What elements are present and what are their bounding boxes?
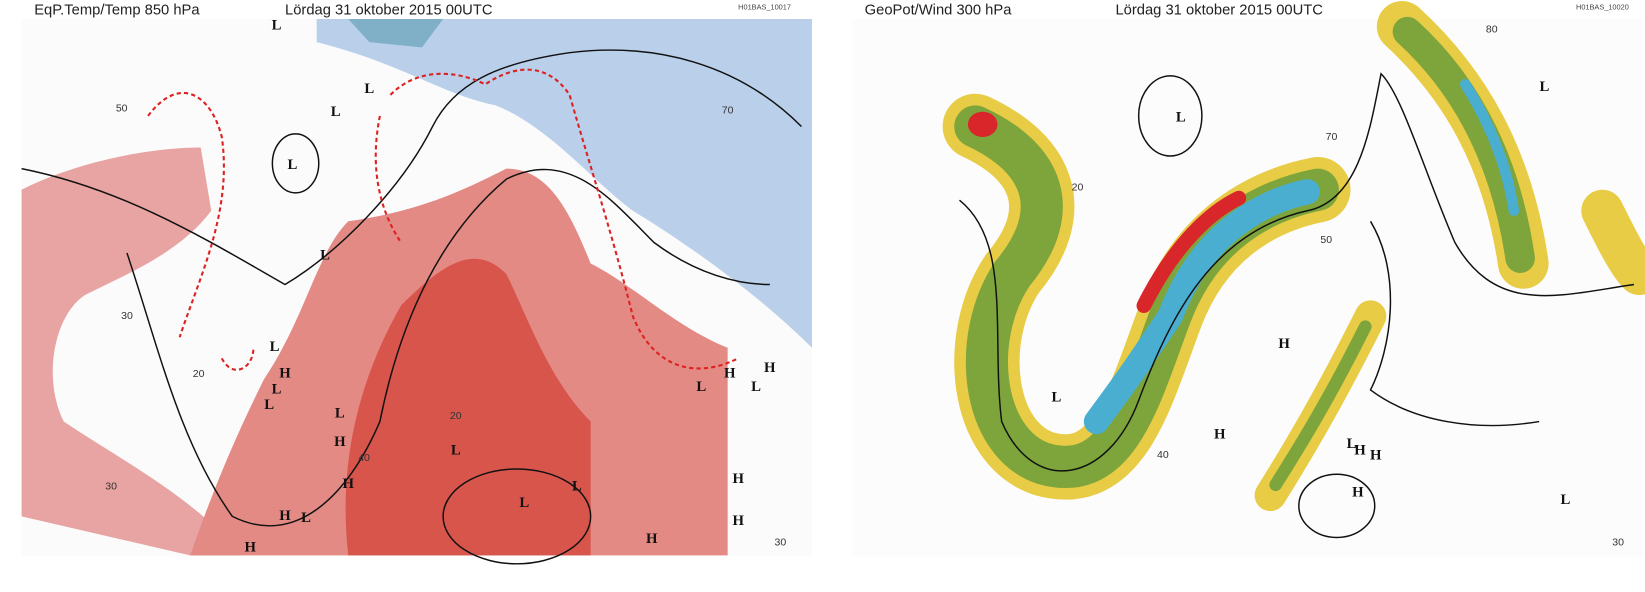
pressure-center: L bbox=[364, 81, 374, 97]
pressure-center: L bbox=[1347, 436, 1357, 452]
wind-band bbox=[1392, 16, 1535, 273]
map-code: H01BAS_10017 bbox=[738, 2, 791, 11]
pressure-center: H bbox=[724, 366, 736, 382]
contour-value: 70 bbox=[1326, 131, 1338, 143]
pressure-center: L bbox=[451, 442, 461, 458]
pressure-center: L bbox=[287, 157, 297, 173]
pressure-center: L bbox=[572, 478, 582, 494]
pressure-center: L bbox=[270, 339, 280, 355]
pressure-center: H bbox=[646, 531, 658, 547]
wind-band bbox=[1083, 179, 1320, 435]
map-title: GeoPot/Wind 300 hPa bbox=[865, 2, 1013, 18]
pressure-center: H bbox=[279, 366, 291, 382]
contour-line bbox=[126, 168, 770, 527]
pressure-center: L bbox=[1176, 109, 1186, 125]
contour-value: 20 bbox=[450, 410, 462, 422]
pressure-center: L bbox=[272, 381, 282, 397]
contour-value: 30 bbox=[1612, 537, 1624, 549]
contour-value: 80 bbox=[1486, 23, 1498, 35]
pressure-center: H bbox=[732, 471, 744, 487]
contour-line bbox=[21, 49, 802, 286]
pressure-center: L bbox=[272, 18, 282, 34]
wind-core bbox=[1136, 190, 1247, 313]
pressure-center: L bbox=[1539, 79, 1549, 95]
dashed-line bbox=[220, 347, 255, 371]
pressure-center: H bbox=[1278, 336, 1290, 352]
contour-value: 30 bbox=[121, 310, 133, 322]
pressure-center: L bbox=[696, 379, 706, 395]
pressure-center: L bbox=[331, 104, 341, 120]
contour-value: 20 bbox=[1072, 181, 1084, 193]
contour-line bbox=[959, 72, 1635, 472]
contour-value: 40 bbox=[358, 452, 370, 464]
pressure-center: L bbox=[519, 495, 529, 511]
dashed-line bbox=[374, 115, 402, 243]
wind-core bbox=[967, 111, 998, 138]
jet-stream bbox=[942, 1, 1645, 512]
map-date: Lördag 31 oktober 2015 00UTC bbox=[1115, 2, 1323, 18]
pressure-center: L bbox=[264, 397, 274, 413]
pressure-center: L bbox=[1052, 390, 1062, 406]
map-850 bbox=[21, 18, 812, 565]
cold-area bbox=[316, 18, 812, 348]
cold-core bbox=[348, 18, 444, 48]
wind-band bbox=[1581, 189, 1645, 296]
pressure-center: H bbox=[764, 360, 776, 376]
contour-value: 30 bbox=[774, 537, 786, 549]
dashed-line bbox=[389, 68, 739, 370]
pressure-center: H bbox=[245, 539, 257, 555]
warm-area bbox=[21, 147, 243, 556]
wind-band bbox=[1269, 320, 1372, 492]
pressure-center: H bbox=[1370, 448, 1382, 464]
map-title: EqP.Temp/Temp 850 hPa bbox=[34, 2, 200, 18]
pressure-center: H bbox=[1352, 485, 1364, 501]
fronts bbox=[147, 68, 739, 371]
pressure-center: L bbox=[335, 406, 345, 422]
contour-line bbox=[1137, 75, 1203, 157]
pressure-center: H bbox=[1354, 442, 1366, 458]
contour-value: 30 bbox=[105, 481, 117, 493]
contour-line bbox=[442, 468, 592, 565]
contour-line bbox=[271, 133, 320, 194]
pressure-center: L bbox=[751, 379, 761, 395]
pressure-center: L bbox=[1561, 492, 1571, 508]
wind-band bbox=[1460, 79, 1520, 217]
contour-line bbox=[1369, 220, 1540, 427]
pressure-center: L bbox=[320, 247, 330, 263]
map-code: H01BAS_10020 bbox=[1576, 2, 1629, 11]
contours bbox=[959, 72, 1635, 539]
contour-value: 50 bbox=[1320, 234, 1332, 246]
map-date: Lördag 31 oktober 2015 00UTC bbox=[285, 2, 493, 18]
map-300 bbox=[852, 1, 1645, 557]
pressure-center: H bbox=[1214, 427, 1226, 443]
dashed-line bbox=[147, 92, 225, 338]
pressure-center: H bbox=[334, 434, 346, 450]
contour-line bbox=[1298, 473, 1376, 539]
contour-value: 50 bbox=[116, 102, 128, 114]
pressure-center: H bbox=[343, 476, 355, 492]
contour-value: 20 bbox=[193, 368, 205, 380]
warm-core bbox=[345, 258, 591, 556]
pressure-center: H bbox=[732, 513, 744, 529]
contour-value: 40 bbox=[1157, 449, 1169, 461]
pressure-center: H bbox=[279, 508, 291, 524]
contours bbox=[21, 49, 802, 565]
pressure-center: L bbox=[301, 510, 311, 526]
contour-value: 70 bbox=[722, 104, 734, 116]
